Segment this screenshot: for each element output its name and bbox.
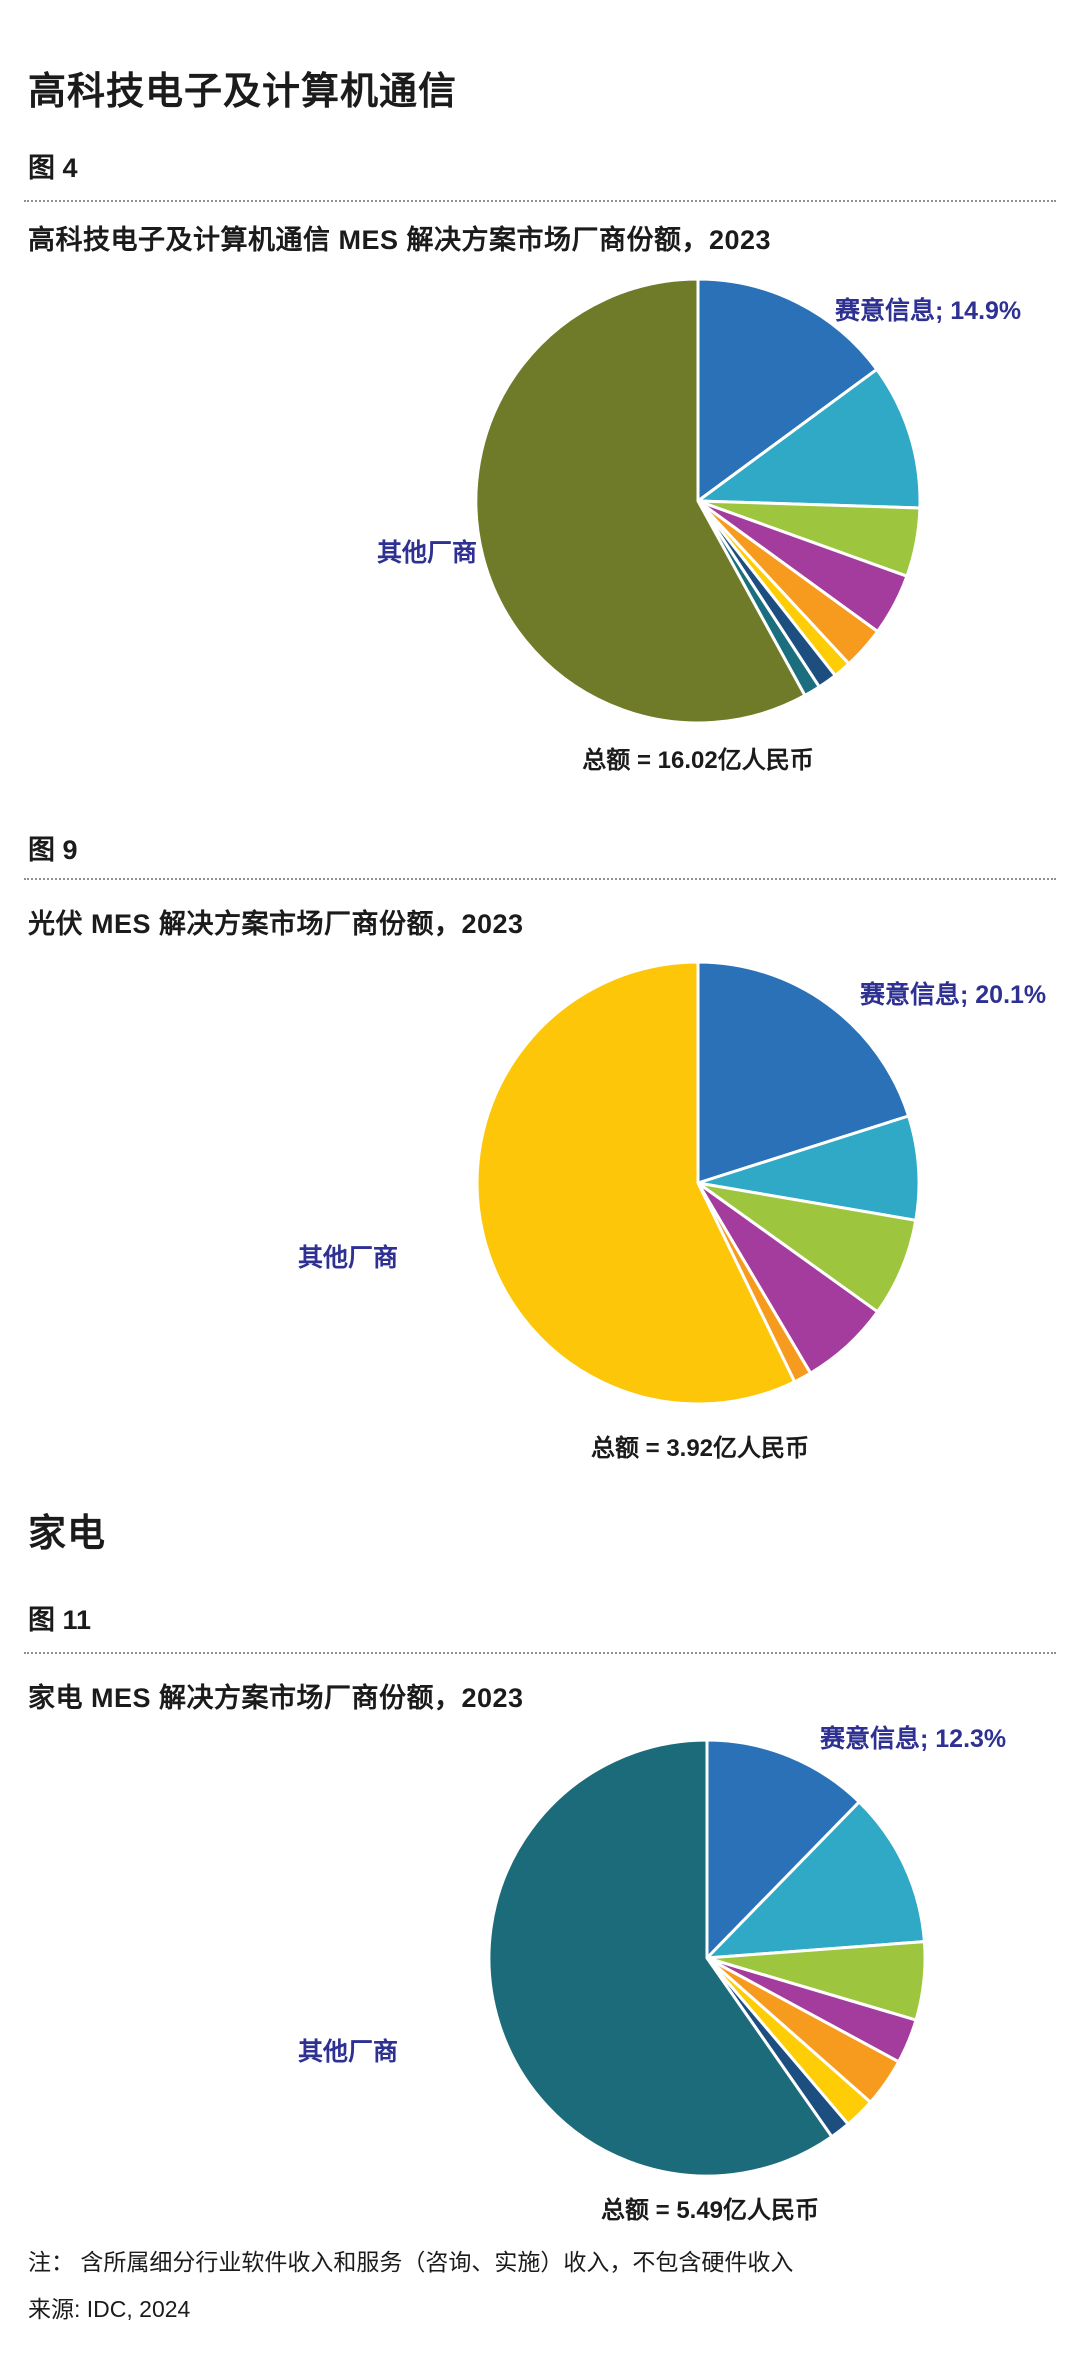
pie-slice-赛意信息	[696, 277, 879, 503]
figure-label-11: 图 11	[28, 1605, 92, 1635]
pie-slice-其他厂商	[475, 960, 797, 1406]
total-label: 总额 = 16.02亿人民币	[582, 747, 814, 774]
callout-saiyi-share: 赛意信息; 12.3%	[820, 1725, 1007, 1753]
other-vendors-label: 其他厂商	[377, 539, 478, 567]
callout-saiyi-share: 赛意信息; 14.9%	[835, 297, 1022, 325]
chart2-title: 光伏 MES 解决方案市场厂商份额，2023	[28, 909, 524, 939]
figure-label-4: 图 4	[28, 153, 78, 183]
pie-slice	[696, 1114, 921, 1222]
pie-slice	[696, 367, 922, 510]
pie-slice-其他厂商	[487, 1738, 834, 2178]
pie-chart-hightech	[474, 277, 922, 725]
callout-saiyi-share: 赛意信息; 20.1%	[860, 981, 1047, 1009]
pie-slice-赛意信息	[705, 1738, 861, 1960]
divider	[24, 1652, 1056, 1654]
pie-slice-其他厂商	[474, 277, 807, 725]
footnote: 注： 含所属细分行业软件收入和服务（咨询、实施）收入，不包含硬件收入	[28, 2249, 794, 2275]
pie-chart-appliance	[487, 1738, 927, 2178]
chart3-title: 家电 MES 解决方案市场厂商份额，2023	[28, 1683, 524, 1713]
pie-slice	[696, 1181, 918, 1314]
divider	[24, 878, 1056, 880]
total-label: 总额 = 3.92亿人民币	[590, 1435, 810, 1462]
section-heading-appliance: 家电	[28, 1513, 107, 1555]
other-vendors-label: 其他厂商	[298, 1244, 399, 1272]
total-label: 总额 = 5.49亿人民币	[600, 2197, 820, 2224]
pie-slice-赛意信息	[696, 960, 911, 1185]
figure-label-9: 图 9	[28, 835, 78, 865]
section-heading-hightech: 高科技电子及计算机通信	[28, 71, 458, 113]
divider	[24, 200, 1056, 202]
pie-slice	[705, 1800, 926, 1960]
source-note: 来源: IDC, 2024	[28, 2296, 191, 2322]
chart1-title: 高科技电子及计算机通信 MES 解决方案市场厂商份额，2023	[28, 225, 772, 255]
pie-chart-photovoltaic	[475, 960, 921, 1406]
other-vendors-label: 其他厂商	[298, 2038, 399, 2066]
